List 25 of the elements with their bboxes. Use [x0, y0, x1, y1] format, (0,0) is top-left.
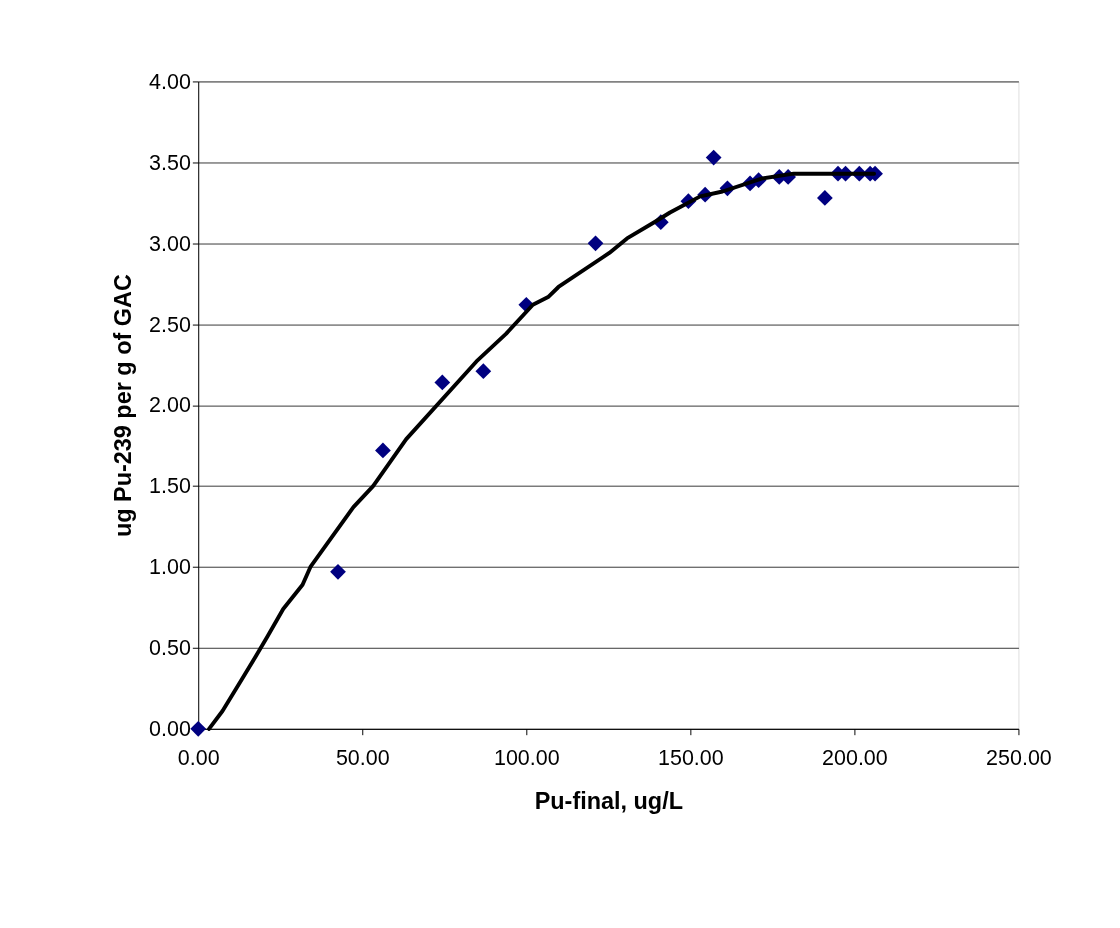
point: [587, 235, 604, 252]
x-tick-label: 50.00: [335, 746, 390, 771]
y-tick-label: 1.00: [149, 555, 191, 580]
x-tick-label: 150.00: [658, 746, 724, 771]
x-axis-title: Pu-final, ug/L: [534, 788, 683, 815]
y-tick-label: 0.50: [149, 636, 191, 661]
point: [475, 363, 492, 380]
y-tick-label: 2.00: [149, 393, 191, 418]
point: [434, 374, 451, 391]
y-tick-label: 2.50: [149, 312, 191, 337]
point: [190, 720, 207, 737]
x-tick-label: 250.00: [986, 746, 1052, 771]
point: [817, 190, 833, 206]
x-tick-label: 200.00: [822, 746, 888, 771]
point: [705, 149, 722, 166]
x-tick-label: 0.00: [177, 746, 220, 771]
y-tick-label: 3.00: [149, 231, 191, 256]
x-tick-label: 100.00: [493, 746, 560, 771]
y-tick-label: 3.50: [149, 150, 191, 175]
y-tick-label: 0.00: [149, 717, 191, 742]
y-tick-label: 4.00: [149, 69, 191, 94]
y-tick-label: 1.50: [149, 474, 191, 499]
point: [330, 563, 346, 580]
y-axis-title: ug Pu-239 per g of GAC: [109, 274, 136, 538]
point: [375, 442, 391, 459]
